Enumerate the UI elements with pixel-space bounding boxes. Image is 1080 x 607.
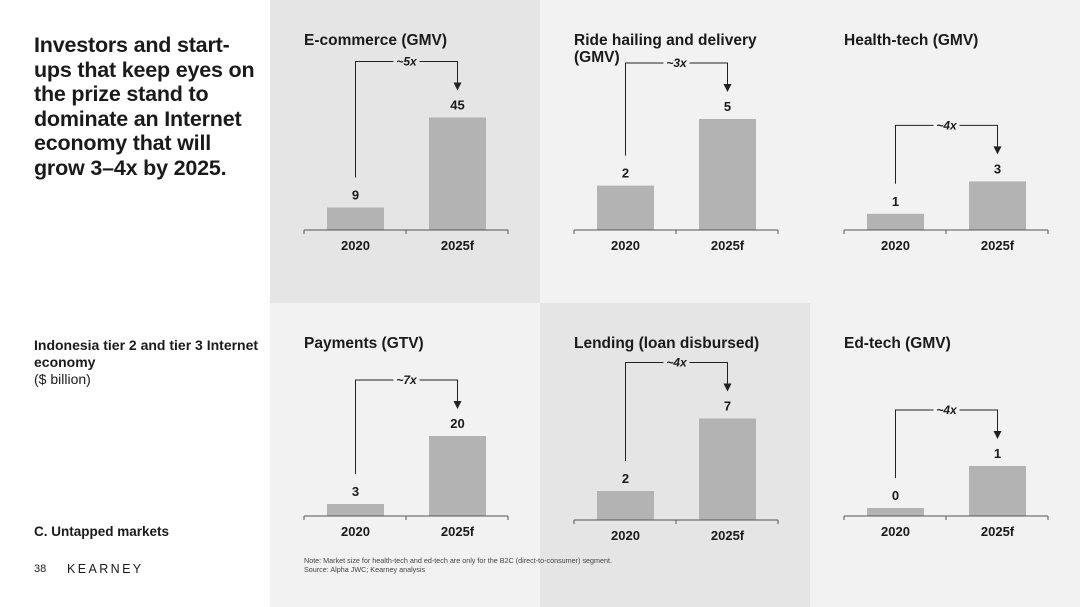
arrow-head-icon [723, 383, 732, 392]
category-label: 2025f [981, 238, 1015, 253]
multiplier-bg [393, 373, 420, 386]
note-text: Note: Market size for health-tech and ed… [304, 556, 613, 565]
category-label: 2025f [441, 238, 475, 253]
category-label: 2020 [881, 524, 910, 539]
value-label: 5 [724, 99, 731, 114]
bar-2020 [597, 185, 654, 230]
value-label: 3 [994, 161, 1001, 176]
multiplier-bg [933, 403, 960, 416]
multiplier-bg [393, 54, 420, 68]
category-label: 2025f [711, 238, 745, 253]
value-label: 3 [352, 484, 359, 499]
bar-2020 [597, 491, 654, 520]
bar-2025f [429, 117, 486, 230]
left-column: Investors and start-ups that keep eyes o… [0, 0, 270, 607]
value-label: 1 [994, 446, 1001, 461]
value-label: 1 [892, 194, 899, 209]
bar-2025f [969, 466, 1026, 516]
value-label: 45 [450, 98, 464, 113]
panel-title: E-commerce (GMV) [304, 32, 447, 49]
growth-bracket [895, 124, 998, 184]
panel-title: Ed-tech (GMV) [844, 335, 951, 352]
value-label: 2 [622, 166, 629, 181]
category-label: 2020 [341, 238, 370, 253]
category-label: 2020 [611, 528, 640, 543]
bar-chart-health-tech: 1 2020 3 2025f ~4x [843, 118, 1049, 253]
page-number: 38 [34, 563, 47, 575]
bar-2020 [867, 508, 924, 516]
bar-2025f [969, 181, 1026, 230]
kearney-logo: KEARNEY [67, 562, 144, 576]
bar-chart-lending: 2 2020 7 2025f ~4x [573, 355, 779, 543]
bar-2020 [327, 504, 384, 516]
footnote: Note: Market size for health-tech and ed… [304, 556, 612, 574]
bar-2025f [429, 436, 486, 516]
category-label: 2025f [711, 528, 745, 543]
panel-ed-tech: Ed-tech (GMV) 0 2020 1 2025f ~4x [810, 303, 1080, 607]
multiplier-bg [663, 355, 690, 369]
category-label: 2020 [341, 524, 370, 539]
value-label: 0 [892, 488, 899, 503]
section-label: C. Untapped markets [34, 524, 170, 539]
bar-chart-ed-tech: 0 2020 1 2025f ~4x [843, 403, 1049, 539]
headline: Investors and start-ups that keep eyes o… [34, 33, 255, 180]
category-label: 2025f [441, 524, 475, 539]
panel-title: Health-tech (GMV) [844, 32, 979, 49]
arrow-head-icon [993, 146, 1002, 155]
chart-subtitle: Indonesia tier 2 and tier 3 Internet eco… [34, 337, 259, 388]
panel-title: Lending (loan disbursed) [574, 335, 760, 352]
category-label: 2020 [611, 238, 640, 253]
source-text: Source: Alpha JWC; Kearney analysis [304, 565, 426, 574]
category-label: 2025f [981, 524, 1015, 539]
multiplier-label: ~4x [666, 356, 688, 370]
panel-ride-hailing: Ride hailing and delivery (GMV) 2 2020 5 20… [540, 0, 810, 303]
bar-chart-ecommerce: 9 2020 45 2025f ~5x [303, 54, 509, 253]
bar-2025f [699, 418, 756, 520]
bar-2025f [699, 119, 756, 230]
bar-2020 [867, 213, 924, 230]
bar-chart-ride-hailing: 2 2020 5 2025f ~3x [573, 56, 779, 253]
subtitle-main: Indonesia tier 2 and tier 3 Internet eco… [34, 337, 259, 370]
multiplier-label: ~5x [396, 55, 418, 69]
panel-ecommerce: E-commerce (GMV) 9 2020 45 2025f ~5x [270, 0, 540, 303]
value-label: 9 [352, 188, 359, 203]
panel-title: Ride hailing and delivery (GMV) [574, 32, 757, 66]
subtitle-unit: ($ billion) [34, 371, 91, 387]
panel-payments: Payments (GTV) 3 2020 20 2025f ~7x [270, 303, 540, 607]
panel-health-tech: Health-tech (GMV) 1 2020 3 2025f ~4x [810, 0, 1080, 303]
arrow-head-icon [723, 84, 732, 92]
bar-2020 [327, 207, 384, 230]
value-label: 2 [622, 471, 629, 486]
arrow-head-icon [993, 431, 1002, 439]
multiplier-label: ~4x [936, 403, 958, 417]
panel-title: Payments (GTV) [304, 335, 424, 352]
value-label: 20 [450, 416, 464, 431]
multiplier-bg [663, 56, 690, 69]
category-label: 2020 [881, 238, 910, 253]
panel-lending: Lending (loan disbursed) 2 2020 7 2025f ~4x [540, 303, 810, 607]
multiplier-bg [933, 118, 960, 132]
multiplier-label: ~3x [666, 56, 688, 70]
value-label: 7 [724, 399, 731, 414]
arrow-head-icon [453, 82, 462, 91]
multiplier-label: ~4x [936, 118, 958, 132]
multiplier-label: ~7x [396, 373, 418, 387]
arrow-head-icon [453, 401, 462, 409]
